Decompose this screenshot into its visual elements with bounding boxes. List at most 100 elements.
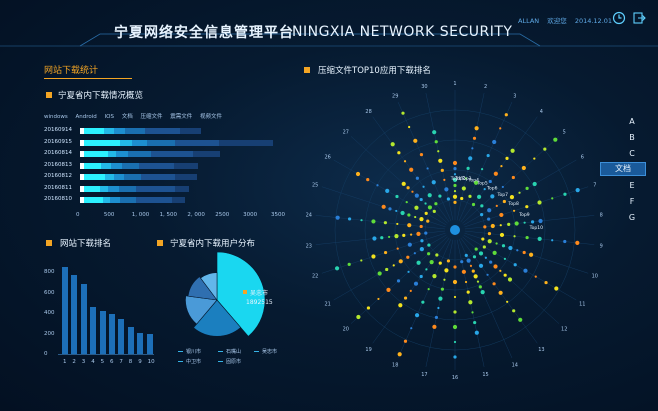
radial-dot[interactable] — [360, 219, 363, 222]
radial-dot[interactable] — [522, 250, 526, 255]
radial-dot[interactable] — [493, 264, 498, 269]
radial-dot[interactable] — [420, 239, 424, 243]
radial-dot[interactable] — [372, 236, 377, 241]
hbar-segment[interactable] — [113, 128, 126, 134]
radial-dot[interactable] — [487, 208, 492, 213]
radial-dot[interactable] — [334, 266, 340, 271]
pie-slice[interactable] — [193, 299, 242, 337]
radial-dot[interactable] — [509, 195, 515, 200]
radial-dot[interactable] — [371, 219, 376, 224]
username[interactable]: ALLAN — [518, 17, 540, 25]
radial-dot[interactable] — [495, 242, 498, 245]
radial-dot[interactable] — [402, 233, 406, 237]
radial-dot[interactable] — [419, 217, 424, 222]
radial-dot[interactable] — [553, 137, 558, 142]
radial-dot[interactable] — [508, 245, 513, 251]
radial-dot[interactable] — [434, 315, 439, 320]
hbar-segment[interactable] — [120, 139, 133, 146]
hbar-segment[interactable] — [140, 174, 176, 180]
radial-dot[interactable] — [523, 221, 526, 224]
radial-dot[interactable] — [499, 127, 502, 130]
hbar-segment[interactable] — [120, 197, 136, 203]
hbar-segment[interactable] — [84, 139, 121, 146]
radial-dot[interactable] — [414, 205, 419, 210]
radial-dot[interactable] — [453, 265, 457, 269]
hbar-segment[interactable] — [128, 151, 151, 157]
menu-item-f[interactable]: F — [629, 197, 635, 206]
radial-dot[interactable] — [392, 264, 395, 267]
radial-dot[interactable] — [501, 185, 504, 189]
hbar-segment[interactable] — [103, 128, 114, 134]
radial-dot[interactable] — [453, 310, 457, 314]
radial-dot[interactable] — [551, 197, 554, 200]
radial-dot[interactable] — [446, 259, 451, 263]
radial-dot[interactable] — [403, 160, 407, 163]
vbar-bar[interactable] — [137, 332, 144, 354]
pie-slice[interactable] — [185, 295, 218, 325]
radial-dot[interactable] — [335, 215, 340, 220]
radial-dot[interactable] — [434, 140, 438, 144]
radial-dot[interactable] — [538, 218, 543, 224]
radial-dot[interactable] — [398, 259, 403, 264]
radial-dot[interactable] — [424, 211, 428, 215]
radial-dot[interactable] — [452, 324, 458, 330]
radial-dot[interactable] — [416, 231, 421, 236]
radial-dot[interactable] — [480, 204, 484, 208]
pie-slice[interactable] — [216, 252, 266, 337]
hbar-segment[interactable] — [80, 174, 85, 180]
radial-dot[interactable] — [466, 166, 470, 170]
radial-dot[interactable] — [513, 235, 516, 238]
radial-dot[interactable] — [380, 236, 384, 240]
radial-dot[interactable] — [438, 158, 443, 163]
hbar-segment[interactable] — [135, 185, 175, 192]
radial-dot[interactable] — [414, 215, 417, 219]
hbar-segment[interactable] — [84, 174, 106, 180]
radial-dot[interactable] — [480, 168, 484, 171]
radial-dot[interactable] — [429, 260, 434, 265]
vbar-bar[interactable] — [118, 319, 125, 354]
radial-dot[interactable] — [426, 219, 430, 223]
radial-dot[interactable] — [464, 177, 468, 180]
radial-dot[interactable] — [514, 221, 519, 226]
radial-dot[interactable] — [394, 234, 399, 239]
radial-dot[interactable] — [383, 221, 387, 225]
hbar-segment[interactable] — [105, 174, 114, 180]
radial-dot[interactable] — [488, 179, 492, 184]
hbar-segment[interactable] — [100, 185, 108, 192]
radial-dot[interactable] — [516, 249, 519, 252]
hbar-segment[interactable] — [125, 128, 145, 134]
hbar-segment[interactable] — [219, 139, 273, 146]
radial-dot[interactable] — [521, 165, 526, 171]
radial-dot[interactable] — [383, 250, 388, 255]
hbar-segment[interactable] — [144, 128, 181, 134]
radial-dot[interactable] — [487, 239, 492, 244]
radial-dot[interactable] — [482, 245, 486, 249]
radial-dot[interactable] — [525, 186, 529, 190]
radial-dot[interactable] — [444, 187, 449, 192]
radial-dot[interactable] — [528, 252, 534, 257]
radial-dot[interactable] — [419, 247, 424, 252]
radial-dot[interactable] — [408, 125, 411, 129]
radial-dot[interactable] — [466, 290, 470, 294]
hbar-segment[interactable] — [172, 197, 185, 203]
radial-dot[interactable] — [476, 280, 480, 283]
radial-dot[interactable] — [499, 232, 505, 238]
radial-dot[interactable] — [480, 213, 484, 217]
hbar-segment[interactable] — [80, 128, 85, 134]
radial-dot[interactable] — [427, 193, 432, 198]
hbar-segment[interactable] — [84, 151, 108, 157]
hbar-segment[interactable] — [84, 197, 103, 203]
radial-dot[interactable] — [518, 191, 521, 194]
radial-dot[interactable] — [432, 130, 437, 135]
radial-dot[interactable] — [472, 255, 477, 259]
radial-dot[interactable] — [444, 268, 449, 273]
radial-dot[interactable] — [471, 269, 475, 273]
radial-dot[interactable] — [403, 339, 408, 343]
radial-dot[interactable] — [438, 261, 442, 265]
radial-dot[interactable] — [437, 150, 440, 153]
radial-dot[interactable] — [427, 288, 430, 291]
radial-dot[interactable] — [396, 222, 399, 226]
radial-dot[interactable] — [443, 278, 446, 281]
radial-dot[interactable] — [435, 253, 439, 257]
hbar-segment[interactable] — [80, 197, 85, 203]
